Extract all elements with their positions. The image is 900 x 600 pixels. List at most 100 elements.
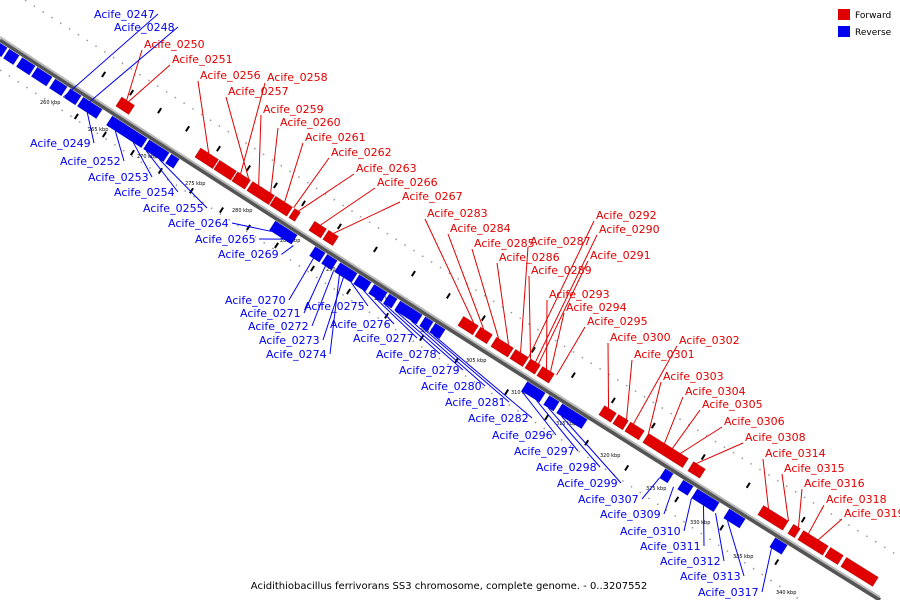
position-tick [530,346,536,353]
reverse-gene-label: Acife_0297 [514,445,575,458]
position-tick [73,113,79,120]
reverse-gene-block [368,283,388,303]
forward-connector [128,64,171,102]
forward-gene-block [474,326,493,345]
position-tick [445,292,451,299]
reverse-gene-label: Acife_0311 [640,540,701,553]
forward-connector [320,187,376,226]
forward-gene-block [787,523,801,539]
position-tick [346,288,351,295]
reverse-gene-label: Acife_0272 [248,320,309,333]
reverse-gene-block [353,274,372,292]
position-tick [337,223,342,230]
reverse-gene-label: Acife_0296 [492,429,553,442]
forward-gene-label: Acife_0284 [450,222,511,235]
forward-gene-label: Acife_0250 [144,38,205,51]
reverse-gene-block [63,88,82,106]
reverse-gene-block [723,508,746,529]
reverse-gene-label: Acife_0248 [114,21,175,34]
forward-gene-label: Acife_0295 [587,315,648,328]
forward-gene-block [824,546,844,566]
reverse-gene-block [429,322,446,340]
reverse-gene-label: Acife_0271 [240,307,301,320]
reverse-connector [536,400,579,452]
reverse-gene-label: Acife_0310 [620,525,681,538]
forward-connector [293,157,330,208]
reverse-connector [395,310,464,371]
forward-gene-block [757,505,789,531]
reverse-connector [322,277,344,341]
forward-gene-label: Acife_0257 [228,85,289,98]
forward-connector [528,275,532,359]
position-tick [774,559,780,566]
forward-gene-label: Acife_0259 [263,103,324,116]
forward-connector [225,96,250,179]
reverse-gene-label: Acife_0253 [88,171,149,184]
position-tick [101,131,107,138]
position-tick [185,125,191,132]
forward-gene-label: Acife_0293 [549,288,610,301]
reverse-gene-label: Acife_0275 [304,300,365,313]
reverse-connector [329,274,340,355]
reverse-gene-block [383,293,398,309]
forward-connector [471,248,500,339]
forward-connector [333,201,401,234]
reverse-gene-label: Acife_0317 [698,586,759,599]
forward-connector [520,246,529,353]
position-tick [273,182,278,189]
forward-gene-label: Acife_0267 [402,190,463,203]
forward-gene-label: Acife_0256 [200,69,261,82]
forward-connector [284,142,304,203]
forward-connector [633,345,678,425]
reverse-connector [350,282,369,307]
forward-gene-label: Acife_0301 [634,348,695,361]
forward-connector [126,49,143,101]
forward-connector [818,518,843,541]
reverse-gene-label: Acife_0281 [445,396,506,409]
forward-gene-block [624,421,645,441]
reverse-gene-label: Acife_0269 [218,248,279,261]
forward-gene-block [269,195,293,217]
forward-gene-block [536,365,555,384]
position-tick [157,107,163,114]
position-label: 315 kbp [556,421,576,427]
reverse-gene-label: Acife_0313 [680,570,741,583]
forward-gene-label: Acife_0294 [566,301,627,314]
reverse-connector [548,407,601,468]
reverse-gene-block [105,115,148,149]
forward-connector [298,173,355,212]
forward-gene-label: Acife_0262 [331,146,392,159]
reverse-gene-label: Acife_0298 [536,461,597,474]
reverse-gene-block [659,468,674,484]
forward-gene-block [288,207,301,222]
forward-gene-label: Acife_0292 [596,209,657,222]
backbone [0,36,882,600]
forward-connector [240,82,266,174]
legend: Forward Reverse [838,9,892,38]
forward-gene-label: Acife_0314 [765,447,826,460]
position-tick [480,315,486,322]
forward-connector [270,127,279,194]
reverse-gene-block [419,316,434,332]
reverse-connector [683,497,692,532]
forward-connector [797,488,803,528]
reverse-gene-label: Acife_0276 [330,318,391,331]
reverse-connector [303,265,326,314]
reverse-gene-block [521,381,546,403]
forward-gene-block [687,461,706,479]
position-tick [188,187,194,194]
reverse-connector [423,328,510,403]
forward-gene-label: Acife_0303 [663,370,724,383]
position-tick [674,496,680,503]
position-tick [219,207,224,214]
forward-gene-label: Acife_0319 [844,507,900,520]
forward-gene-label: Acife_0305 [702,398,763,411]
forward-gene-block [612,413,629,431]
reverse-connector [433,334,533,419]
forward-gene-block [194,147,220,170]
forward-gene-block [457,315,479,336]
forward-gene-label: Acife_0283 [427,207,488,220]
forward-gene-block [797,530,829,556]
forward-gene-block [231,171,251,190]
label-connectors [62,13,843,593]
